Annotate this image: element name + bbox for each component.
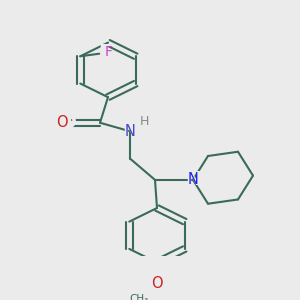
Text: O: O [149,274,165,293]
Text: N: N [124,124,135,139]
Text: F: F [104,45,112,59]
Text: CH₃: CH₃ [129,294,148,300]
Text: O: O [60,113,76,132]
Text: N: N [122,122,138,141]
Text: N: N [188,172,198,188]
Text: H: H [139,115,149,128]
Text: F: F [98,43,110,61]
Text: O: O [151,276,163,291]
Text: N: N [185,170,201,189]
Text: O: O [56,115,68,130]
